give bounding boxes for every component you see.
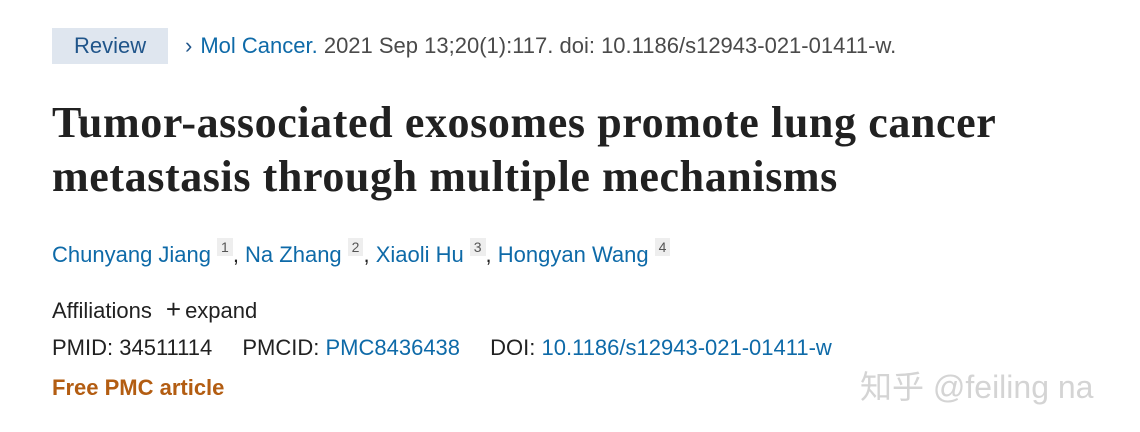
free-pmc-article[interactable]: Free PMC article xyxy=(52,375,225,400)
affiliation-ref[interactable]: 2 xyxy=(347,238,364,256)
affiliation-ref[interactable]: 4 xyxy=(654,238,671,256)
watermark: 知乎 @feiling na xyxy=(860,369,1094,405)
pmcid-label: PMCID: xyxy=(242,335,320,360)
affiliation-ref[interactable]: 3 xyxy=(469,238,486,256)
article-type: Review xyxy=(52,28,169,64)
plus-icon: + xyxy=(165,294,182,324)
review-badge: Review xyxy=(52,28,169,64)
identifiers: PMID: 34511114 PMCID: PMC8436438 DOI: 10… xyxy=(52,335,832,361)
article-title: Tumor-associated exosomes promote lung c… xyxy=(52,98,996,201)
pmcid-link[interactable]: PMC8436438 xyxy=(325,335,461,360)
author-link[interactable]: Hongyan Wang xyxy=(497,242,649,267)
author-link[interactable]: Na Zhang xyxy=(245,242,342,267)
doi-label: DOI: xyxy=(490,335,536,360)
doi-link[interactable]: 10.1186/s12943-021-01411-w xyxy=(541,335,832,360)
affiliations-toggle[interactable]: Affiliations + expand xyxy=(52,294,257,325)
citation: › Mol Cancer. 2021 Sep 13;20(1):117. doi:… xyxy=(185,33,896,59)
journal-link[interactable]: Mol Cancer. xyxy=(200,33,318,58)
expand-label[interactable]: expand xyxy=(185,298,258,323)
author-link[interactable]: Xiaoli Hu xyxy=(375,242,464,267)
pmid-label: PMID: xyxy=(52,335,114,360)
author-list: Chunyang Jiang 1, Na Zhang 2, Xiaoli Hu 3, … xyxy=(52,238,671,268)
pmid-value: 34511114 xyxy=(119,335,213,360)
affiliation-ref[interactable]: 1 xyxy=(217,238,233,256)
citation-text: 2021 Sep 13;20(1):117. doi: 10.1186/s129… xyxy=(317,33,897,58)
chevron-right-icon: › xyxy=(185,33,193,58)
author-link[interactable]: Chunyang Jiang xyxy=(52,242,212,267)
affiliations-label: Affiliations xyxy=(52,298,152,323)
